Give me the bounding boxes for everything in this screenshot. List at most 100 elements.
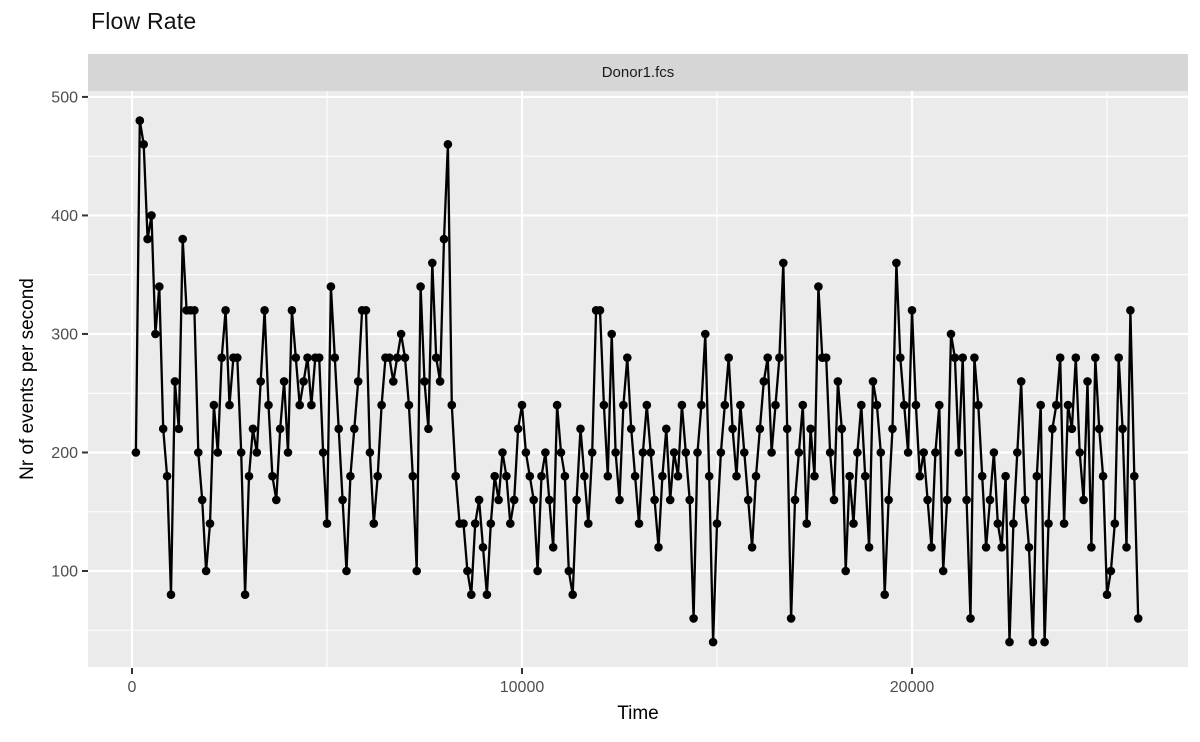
data-point xyxy=(283,448,293,457)
data-point xyxy=(1083,377,1092,386)
data-point xyxy=(509,495,519,505)
data-point xyxy=(260,306,269,315)
data-point xyxy=(942,495,952,505)
data-point xyxy=(353,377,363,386)
data-point xyxy=(334,424,344,434)
data-point xyxy=(864,543,874,552)
data-point xyxy=(498,448,507,457)
data-point xyxy=(623,353,632,363)
x-axis-title: Time xyxy=(617,703,659,724)
data-point xyxy=(829,495,839,505)
data-point xyxy=(424,424,433,434)
data-point xyxy=(330,353,340,363)
data-point xyxy=(478,543,488,552)
data-point xyxy=(997,543,1006,552)
data-point xyxy=(404,400,414,410)
data-point xyxy=(1059,519,1069,528)
data-point xyxy=(708,637,718,647)
data-point xyxy=(619,400,628,410)
data-point xyxy=(1118,424,1127,434)
data-point xyxy=(720,400,730,410)
data-point xyxy=(845,471,854,481)
data-point xyxy=(264,400,273,410)
data-point xyxy=(884,495,893,505)
data-point xyxy=(825,448,835,457)
data-point xyxy=(888,424,897,434)
data-point xyxy=(252,448,262,457)
data-point xyxy=(857,400,866,410)
data-point xyxy=(548,543,558,552)
data-point xyxy=(841,566,850,576)
data-point xyxy=(946,329,956,339)
data-point xyxy=(673,471,683,481)
data-point xyxy=(810,471,819,481)
data-point xyxy=(853,448,862,457)
data-point xyxy=(521,448,531,457)
y-tick-label: 100 xyxy=(51,564,78,581)
data-point xyxy=(607,329,616,339)
data-point xyxy=(474,495,484,505)
data-point xyxy=(860,471,870,481)
data-point xyxy=(338,495,347,505)
data-point xyxy=(537,471,546,481)
data-point xyxy=(131,448,141,457)
data-point xyxy=(431,353,441,363)
data-point xyxy=(552,400,562,410)
data-point xyxy=(147,211,156,220)
data-point xyxy=(911,400,921,410)
data-point xyxy=(755,424,765,434)
y-tick-label: 400 xyxy=(51,208,78,225)
data-point xyxy=(178,234,187,244)
data-point xyxy=(506,519,515,528)
data-point xyxy=(685,495,694,505)
data-point xyxy=(763,353,772,363)
data-point xyxy=(482,590,492,599)
data-point xyxy=(443,140,453,149)
data-point xyxy=(903,448,913,457)
data-point xyxy=(494,495,503,505)
data-point xyxy=(533,566,542,576)
data-point xyxy=(155,282,164,291)
data-point xyxy=(541,448,550,457)
data-point xyxy=(217,353,226,363)
data-point xyxy=(389,377,398,386)
data-point xyxy=(693,448,702,457)
data-point xyxy=(135,116,145,125)
data-point xyxy=(962,495,971,505)
data-point xyxy=(318,448,328,457)
data-point xyxy=(646,448,655,457)
data-point xyxy=(377,400,386,410)
facet-strip xyxy=(88,54,1188,91)
data-point xyxy=(977,471,987,481)
data-point xyxy=(1122,543,1131,552)
data-point xyxy=(1087,543,1096,552)
data-point xyxy=(502,471,511,481)
data-point xyxy=(658,471,667,481)
data-point xyxy=(1067,424,1077,434)
data-point xyxy=(954,448,964,457)
data-point xyxy=(572,495,581,505)
data-point xyxy=(1016,377,1026,386)
data-point xyxy=(821,353,831,363)
data-point xyxy=(989,448,999,457)
data-point xyxy=(248,424,258,434)
data-point xyxy=(346,471,355,481)
data-point xyxy=(767,448,776,457)
data-point xyxy=(790,495,800,505)
data-point xyxy=(1040,637,1049,647)
data-point xyxy=(221,306,230,315)
data-point xyxy=(158,424,168,434)
data-point xyxy=(513,424,523,434)
data-point xyxy=(525,471,535,481)
data-point xyxy=(209,400,219,410)
data-point xyxy=(1130,471,1139,481)
data-point xyxy=(556,448,566,457)
data-point xyxy=(470,519,480,528)
data-point xyxy=(400,353,410,363)
data-point xyxy=(654,543,663,552)
data-point xyxy=(587,448,597,457)
data-point xyxy=(1036,400,1045,410)
data-point xyxy=(1091,353,1100,363)
data-point xyxy=(1102,590,1112,599)
data-point xyxy=(615,495,624,505)
